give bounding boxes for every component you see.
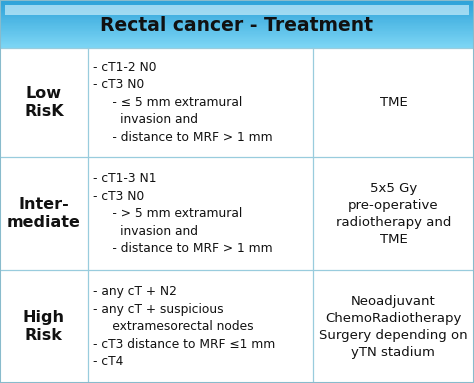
Bar — [0, 39, 474, 41]
Bar — [0, 46, 474, 48]
Text: - cT1-2 N0
- cT3 N0
     - ≤ 5 mm extramural
       invasion and
     - distance: - cT1-2 N0 - cT3 N0 - ≤ 5 mm extramural … — [93, 61, 273, 144]
Bar — [0, 31, 474, 32]
Bar — [0, 10, 474, 12]
Bar — [0, 16, 474, 18]
Text: Neoadjuvant
ChemoRadiotherapy
Surgery depending on
yTN stadium: Neoadjuvant ChemoRadiotherapy Surgery de… — [319, 295, 468, 358]
Bar — [0, 9, 474, 11]
Text: - cT1-3 N1
- cT3 N0
     - > 5 mm extramural
       invasion and
     - distance: - cT1-3 N1 - cT3 N0 - > 5 mm extramural … — [93, 172, 273, 255]
Bar — [0, 7, 474, 8]
Bar — [0, 4, 474, 6]
Bar — [0, 3, 474, 5]
Bar — [0, 36, 474, 37]
Bar — [0, 37, 474, 38]
Bar — [0, 19, 474, 20]
Bar — [0, 32, 474, 33]
Bar — [0, 0, 474, 1]
Bar — [0, 22, 474, 24]
Text: Rectal cancer - Treatment: Rectal cancer - Treatment — [100, 16, 374, 35]
Text: Low
RisK: Low RisK — [24, 86, 64, 119]
Text: High
Risk: High Risk — [23, 310, 65, 343]
Bar — [0, 11, 474, 13]
Bar — [0, 25, 474, 26]
Bar — [0, 44, 474, 46]
Bar — [0, 14, 474, 16]
Bar — [0, 27, 474, 29]
Bar — [0, 33, 474, 35]
Bar — [0, 41, 474, 43]
Text: 5x5 Gy
pre-operative
radiotherapy and
TME: 5x5 Gy pre-operative radiotherapy and TM… — [336, 182, 451, 246]
Text: Inter-
mediate: Inter- mediate — [7, 197, 81, 230]
Bar — [0, 18, 474, 19]
Bar — [0, 20, 474, 21]
Bar — [0, 6, 474, 7]
Bar — [0, 2, 474, 3]
Text: TME: TME — [380, 96, 407, 109]
Bar — [0, 28, 474, 30]
Bar — [0, 26, 474, 28]
Text: - any cT + N2
- any cT + suspicious
     extramesorectal nodes
- cT3 distance to: - any cT + N2 - any cT + suspicious extr… — [93, 285, 275, 368]
Bar — [0, 38, 474, 39]
Bar — [0, 43, 474, 44]
Bar — [0, 40, 474, 42]
Bar — [0, 45, 474, 47]
Bar — [0, 1, 474, 2]
Bar — [5, 5, 469, 15]
Bar — [0, 21, 474, 23]
Bar — [0, 8, 474, 10]
Bar — [0, 29, 474, 31]
Bar — [0, 15, 474, 17]
Bar — [0, 13, 474, 14]
Bar — [0, 48, 474, 383]
Bar — [0, 34, 474, 36]
Bar — [0, 24, 474, 25]
